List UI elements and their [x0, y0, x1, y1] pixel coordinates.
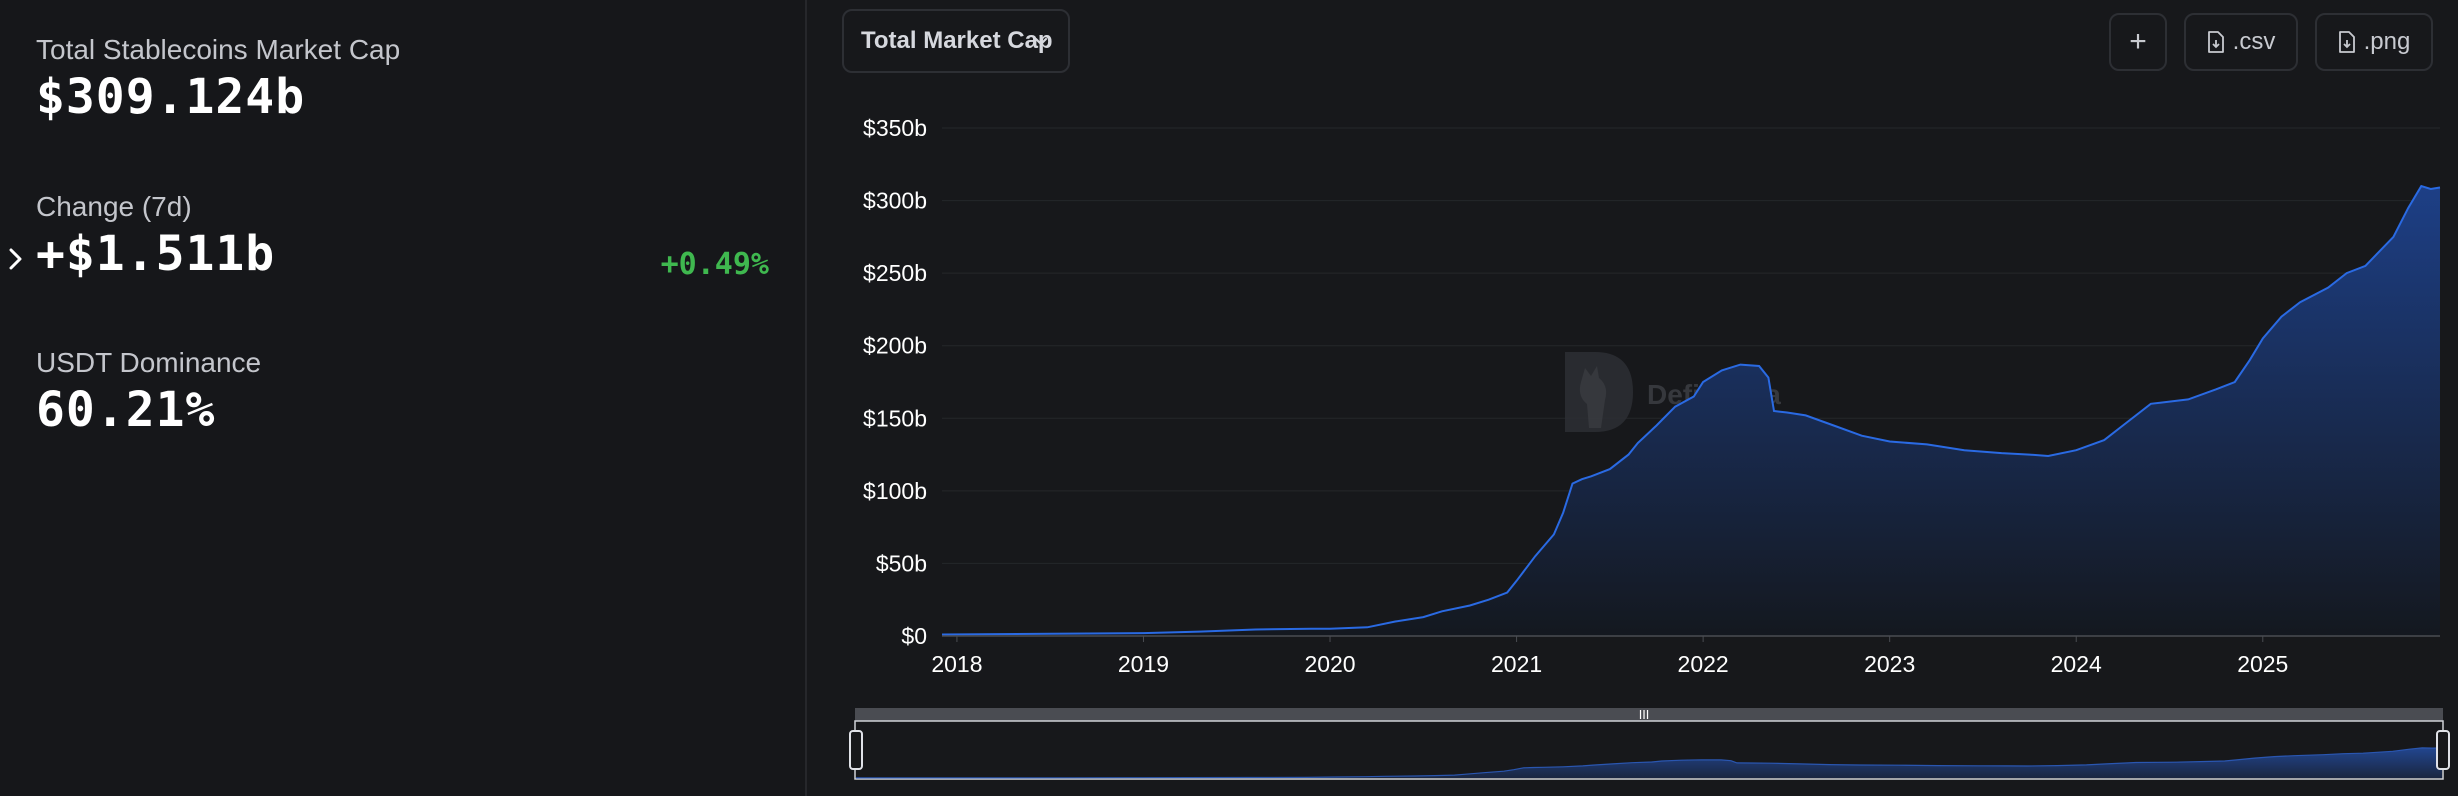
usdt-dominance-label: USDT Dominance [36, 347, 262, 378]
range-slider[interactable]: III [849, 708, 2450, 780]
panel-divider [805, 0, 807, 796]
slider-left-handle[interactable] [849, 730, 863, 770]
file-download-icon [2338, 31, 2355, 53]
metric-select-label: Total Market Cap [861, 27, 1053, 54]
file-download-icon [2207, 31, 2224, 53]
llama-head-icon [1579, 366, 1607, 428]
total-market-cap-value: $309.124b [36, 69, 306, 125]
slider-right-handle[interactable] [2436, 730, 2450, 770]
x-tick-label: 2025 [2237, 651, 2288, 677]
chevron-right-icon[interactable] [4, 244, 28, 274]
download-png-button[interactable]: .png [2315, 13, 2433, 71]
y-tick-label: $250b [863, 260, 927, 286]
metric-select[interactable]: Total Market Cap [842, 9, 1070, 73]
y-tick-label: $0 [901, 623, 927, 649]
y-axis: $0 $50b $100b $150b $200b $250b $300b $350b [863, 115, 927, 649]
market-cap-chart: $0 $50b $100b $150b $200b $250b $300b $350b 201… [849, 115, 2450, 780]
total-market-cap-stat: Total Stablecoins Market Cap $309.124b [36, 33, 400, 127]
total-market-cap-label: Total Stablecoins Market Cap [36, 34, 401, 65]
x-tick-label: 2018 [931, 651, 982, 677]
y-tick-label: $350b [863, 115, 927, 141]
slider-preview-area [856, 747, 2442, 778]
y-tick-label: $200b [863, 333, 927, 359]
chevron-down-icon [1034, 37, 1048, 46]
x-tick-label: 2020 [1304, 651, 1355, 677]
x-tick-label: 2022 [1678, 651, 1729, 677]
add-button[interactable]: + [2109, 13, 2167, 71]
y-tick-label: $50b [876, 550, 927, 576]
x-tick-label: 2023 [1864, 651, 1915, 677]
y-tick-label: $300b [863, 188, 927, 214]
drag-grip-icon[interactable]: III [1639, 708, 1650, 722]
x-axis: 2018 2019 2020 2021 2022 2023 2024 2025 [931, 636, 2288, 677]
change-7d-label: Change (7d) [36, 191, 192, 222]
x-tick-label: 2019 [1118, 651, 1169, 677]
png-label: .png [2363, 28, 2411, 55]
plus-icon: + [2129, 25, 2147, 58]
x-tick-label: 2024 [2051, 651, 2102, 677]
slider-preview-line [856, 747, 2443, 779]
y-tick-label: $150b [863, 405, 927, 431]
chart-panel: Total Market Cap + .csv .png [825, 0, 2458, 796]
panel-gap [807, 0, 825, 796]
market-cap-line [941, 184, 2441, 636]
stats-panel: Total Stablecoins Market Cap $309.124b C… [0, 0, 805, 796]
download-csv-button[interactable]: .csv [2184, 13, 2298, 71]
usdt-dominance-stat: USDT Dominance 60.21% [36, 346, 261, 440]
x-tick-label: 2021 [1491, 651, 1542, 677]
change-7d-value: +$1.511b [36, 226, 276, 282]
y-tick-label: $100b [863, 478, 927, 504]
change-7d-stat: Change (7d) +$1.511b +0.49% [36, 190, 769, 284]
change-7d-percent: +0.49% [660, 247, 769, 282]
usdt-dominance-value: 60.21% [36, 382, 216, 438]
market-cap-area [942, 186, 2440, 636]
csv-label: .csv [2232, 28, 2276, 55]
slider-track[interactable] [855, 708, 2443, 721]
